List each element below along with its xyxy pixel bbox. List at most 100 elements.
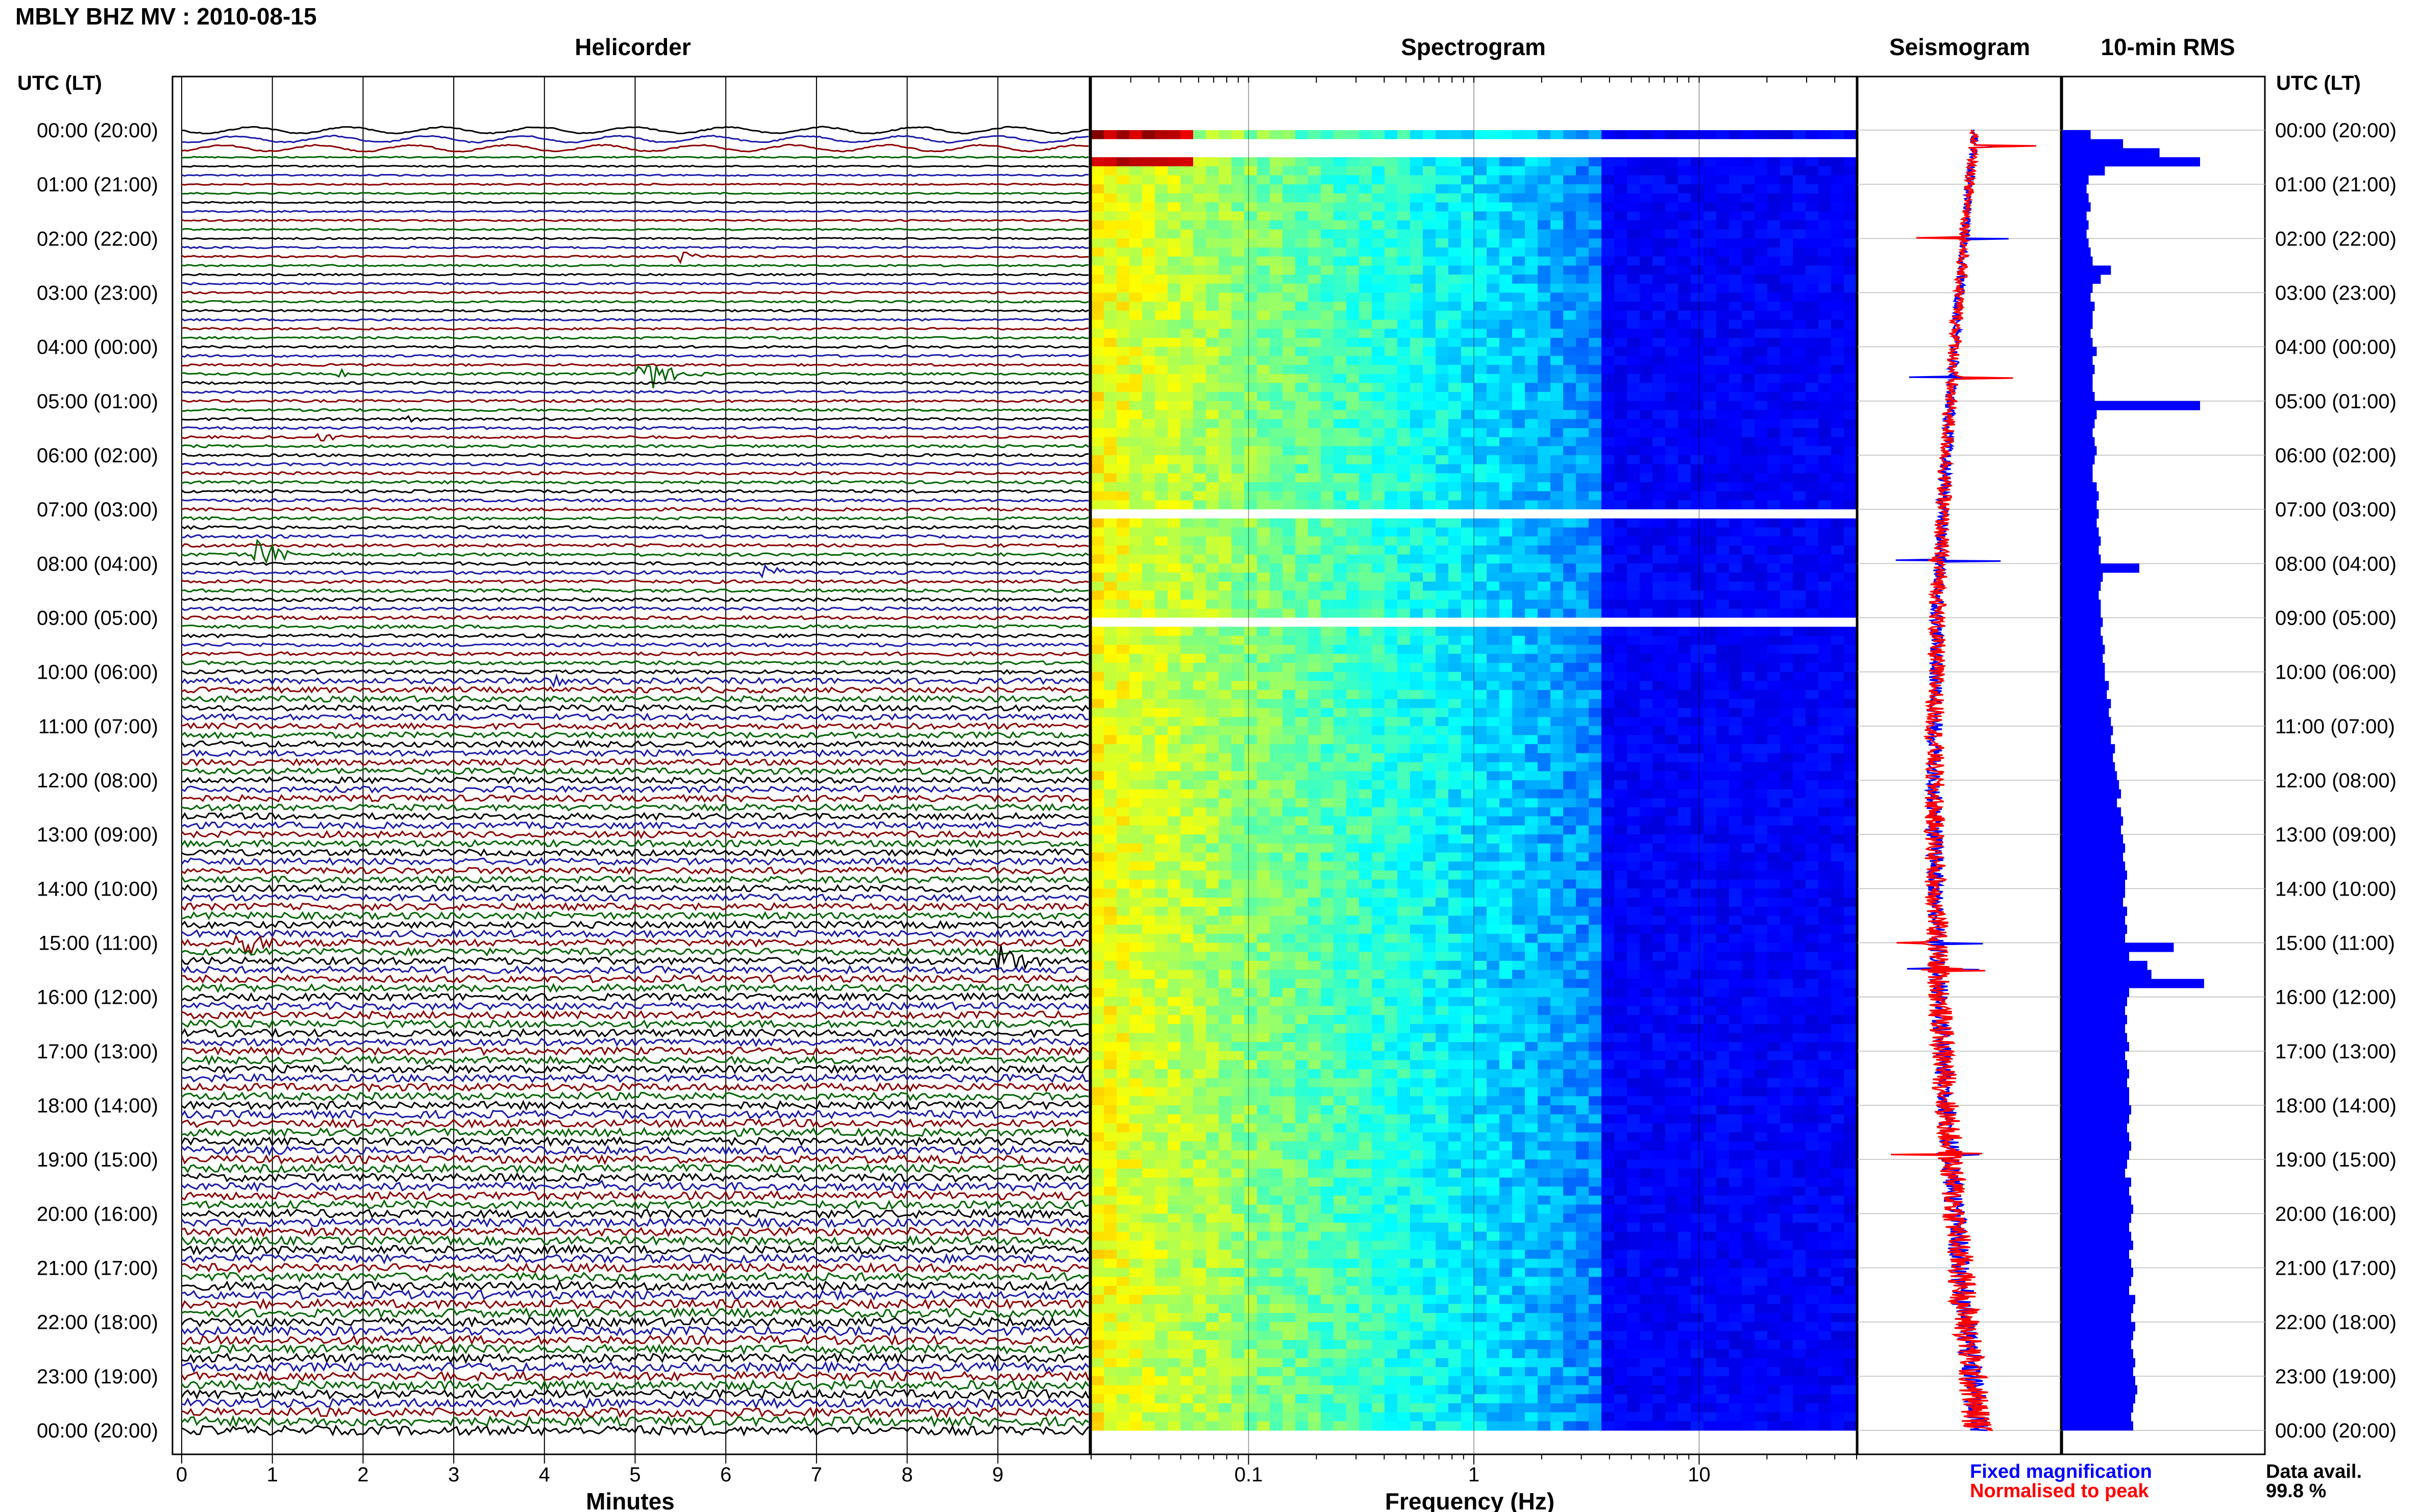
spectrogram-cell [1678,654,1691,663]
spectrogram-cell [1704,275,1717,284]
spectrogram-cell [1295,175,1309,185]
spectrogram-cell [1550,356,1564,365]
spectrogram-cell [1652,184,1666,194]
spectrogram-cell [1576,202,1589,212]
spectrogram-cell [1742,563,1755,573]
spectrogram-cell [1423,256,1436,266]
spectrogram-cell [1525,464,1538,474]
spectrogram-cell [1244,130,1257,140]
helicorder-trace [181,1001,1090,1011]
spectrogram-cell [1397,247,1411,257]
spectrogram-cell [1831,500,1844,510]
spectrogram-cell [1129,437,1143,447]
spectrogram-cell [1767,482,1781,492]
spectrogram-cell [1627,319,1640,329]
spectrogram-cell [1155,762,1168,772]
spectrogram-cell [1308,672,1321,681]
spectrogram-cell [1640,275,1653,284]
spectrogram-cell [1538,762,1551,772]
spectrogram-cell [1206,789,1219,799]
spectrogram-cell [1589,319,1602,329]
spectrogram-cell [1155,690,1168,700]
spectrogram-cell [1818,275,1832,284]
spectrogram-cell [1755,699,1768,709]
spectrogram-cell [1295,816,1309,826]
spectrogram-cell [1576,265,1589,275]
spectrogram-cell [1461,834,1474,844]
spectrogram-cell [1321,663,1334,673]
spectrogram-cell [1563,283,1576,293]
spectrogram-cell [1257,392,1270,402]
spectrogram-cell [1308,753,1321,763]
spectrogram-cell [1742,410,1755,419]
spectrogram-cell [1652,789,1666,799]
spectrogram-cell [1691,608,1704,618]
spectrogram-cell [1359,329,1372,338]
spectrogram-cell [1180,356,1194,365]
spectrogram-cell [1704,762,1717,772]
spectrogram-cell [1334,744,1347,754]
spectrogram-cell [1372,771,1385,781]
spectrogram-cell [1091,491,1104,501]
spectrogram-cell [1372,392,1385,402]
spectrogram-cell [1627,518,1640,528]
spectrogram-cell [1308,256,1321,266]
spectrogram-cell [1270,518,1283,528]
spectrogram-cell [1716,789,1730,799]
spectrogram-cell [1780,527,1793,537]
spectrogram-cell [1767,437,1781,447]
spectrogram-cell [1346,654,1360,663]
spectrogram-cell [1512,834,1525,844]
spectrogram-cell [1282,627,1296,636]
helicorder-trace [181,893,1089,902]
spectrogram-cell [1601,509,1615,519]
spectrogram-cell [1410,563,1423,573]
spectrogram-cell [1321,690,1334,700]
spectrogram-cell [1665,780,1679,790]
spectrogram-cell [1767,780,1781,790]
spectrogram-cell [1206,690,1219,700]
spectrogram-cell [1142,139,1155,148]
spectrogram-cell [1257,148,1270,158]
spectrogram-cell [1397,635,1411,646]
spectrogram-cell [1397,590,1411,600]
spectrogram-cell [1117,419,1130,429]
spectrogram-cell [1436,843,1449,853]
spectrogram-cell [1461,590,1474,600]
spectrogram-cell [1614,509,1627,519]
spectrogram-cell [1346,735,1360,745]
spectrogram-cell [1729,256,1742,266]
spectrogram-cell [1180,545,1194,555]
spectrogram-cell [1780,536,1793,546]
spectrogram-cell [1487,130,1500,140]
spectrogram-cell [1334,329,1347,338]
spectrogram-cell [1410,617,1423,627]
spectrogram-cell [1206,319,1219,329]
spectrogram-cell [1691,617,1704,627]
spectrogram-cell [1091,148,1104,158]
spectrogram-cell [1461,708,1474,717]
spectrogram-cell [1270,148,1283,158]
spectrogram-cell [1410,798,1423,808]
spectrogram-cell [1346,807,1360,817]
spectrogram-cell [1410,789,1423,799]
spectrogram-cell [1793,374,1806,384]
spectrogram-cell [1691,762,1704,772]
spectrogram-cell [1665,554,1679,564]
spectrogram-cell [1474,627,1487,636]
spectrogram-cell [1729,789,1742,799]
spectrogram-cell [1512,608,1525,618]
spectrogram-cell [1231,256,1245,266]
spectrogram-cell [1614,807,1627,817]
spectrogram-cell [1601,789,1615,799]
spectrogram-cell [1704,401,1717,411]
spectrogram-cell [1117,726,1130,736]
spectrogram-cell [1640,157,1653,167]
spectrogram-cell [1410,600,1423,609]
spectrogram-cell [1295,663,1309,673]
spectrogram-cell [1729,816,1742,826]
spectrogram-cell [1704,563,1717,573]
spectrogram-cell [1499,735,1513,745]
spectrogram-cell [1372,509,1385,519]
spectrogram-cell [1818,401,1832,411]
